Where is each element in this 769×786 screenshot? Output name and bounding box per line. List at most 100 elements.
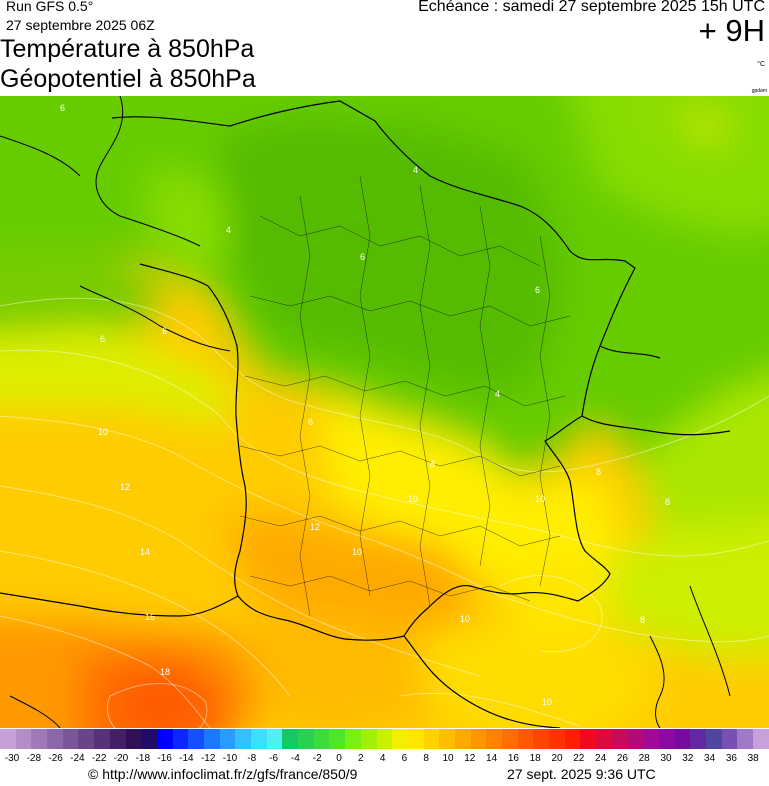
colorbar-segment	[62, 729, 79, 749]
colorbar-tick-label: 24	[595, 753, 607, 764]
colorbar-segment	[737, 729, 753, 749]
colorbar-tick-label: -24	[70, 753, 85, 764]
contour-label: 8	[596, 467, 601, 477]
contour-label: 8	[430, 459, 435, 469]
contour-label: 14	[140, 547, 150, 557]
colorbar-segment	[251, 729, 267, 749]
colorbar-tick-label: 32	[682, 753, 694, 764]
colorbar-segment	[549, 729, 565, 749]
coastlines	[0, 96, 731, 728]
colorbar-segment	[392, 729, 408, 749]
colorbar-tick-label: -10	[222, 753, 238, 764]
colorbar-tick-label: 4	[379, 753, 386, 764]
colorbar-segment	[627, 729, 644, 749]
colorbar-segment	[298, 729, 314, 749]
colorbar-tick-label: 8	[423, 753, 429, 764]
colorbar-segment	[753, 729, 769, 749]
colorbar-tick-label: 36	[725, 753, 737, 764]
colorbar-segment	[502, 729, 518, 749]
map-title-temperature: Température à 850hPa	[0, 35, 255, 63]
temperature-map: 6 4 4 6 6 10 12 14 16 18 4 8 10 8 10 8 1…	[0, 96, 769, 728]
colorbar-segment	[454, 729, 471, 749]
colorbar-segment	[125, 729, 142, 749]
colorbar-tick-label: 12	[464, 753, 476, 764]
colorbar-segment	[31, 729, 48, 749]
contour-label: 4	[413, 165, 418, 175]
colorbar-segment	[658, 729, 675, 749]
colorbar-segment	[94, 729, 110, 749]
contour-label: 8	[640, 615, 645, 625]
colorbar-segment	[15, 729, 32, 749]
colorbar-segment	[674, 729, 691, 749]
colorbar-segment	[109, 729, 126, 749]
colorbar-tick-label: -6	[269, 753, 279, 764]
run-label: Run GFS 0.5°	[6, 0, 94, 14]
contour-label: 6	[100, 334, 105, 344]
contour-label: 8	[665, 497, 670, 507]
run-date: 27 septembre 2025 06Z	[6, 17, 155, 33]
colorbar-segment	[643, 729, 659, 749]
colorbar-segment	[564, 729, 581, 749]
contour-label: 6	[162, 326, 167, 336]
colorbar-segment	[203, 729, 220, 749]
colorbar-tick-label: 30	[660, 753, 672, 764]
colorbar-segment	[172, 729, 189, 749]
colorbar-segment	[141, 729, 157, 749]
colorbar-segment	[47, 729, 63, 749]
colorbar-tick-label: -26	[48, 753, 63, 764]
colorbar-tick-label: 18	[529, 753, 541, 764]
contour-label: 10	[542, 697, 552, 707]
colorbar-segment	[486, 729, 502, 749]
colorbar-segment	[188, 729, 204, 749]
colorbar-tick-label: 10	[442, 753, 454, 764]
colorbar-segment	[721, 729, 738, 749]
forecast-valid-time: Echéance : samedi 27 septembre 2025 15h …	[418, 0, 765, 15]
contour-label: 4	[226, 225, 231, 235]
colorbar-segment	[345, 729, 361, 749]
contour-label: 10	[535, 494, 545, 504]
colorbar-tick-label: 0	[336, 753, 342, 764]
contour-label: 12	[310, 522, 320, 532]
colorbar-segment	[376, 729, 393, 749]
colorbar-segment	[580, 729, 597, 749]
unit-label: °C	[757, 61, 765, 68]
gpdam-label: gpdam	[751, 88, 767, 94]
contour-label: 4	[495, 389, 500, 399]
contour-label: 6	[60, 103, 65, 113]
colorbar-segment	[533, 729, 550, 749]
country-borders	[0, 100, 731, 728]
temperature-field	[0, 96, 769, 728]
colorbar-tick-label: 26	[616, 753, 628, 764]
colorbar-tick-label: 20	[551, 753, 563, 764]
contour-label: 10	[408, 494, 418, 504]
colorbar-segment	[313, 729, 330, 749]
colorbar-segment	[611, 729, 628, 749]
map-title-geopotential: Géopotentiel à 850hPa	[0, 65, 256, 93]
forecast-offset: + 9H	[698, 13, 765, 48]
temperature-isolines	[0, 297, 769, 728]
colorbar-tick-label: -30	[4, 753, 20, 764]
colorbar-tick-label: 22	[573, 753, 585, 764]
contour-labels: 6 4 4 6 6 10 12 14 16 18 4 8 10 8 10 8 1…	[60, 103, 670, 707]
colorbar-tick-label: 2	[358, 753, 364, 764]
colorbar-tick-label: -20	[113, 753, 129, 764]
source-url: © http://www.infoclimat.fr/z/gfs/france/…	[88, 766, 358, 782]
contour-label: 6	[360, 252, 365, 262]
contour-label: 10	[98, 427, 108, 437]
colorbar-segment	[282, 729, 299, 749]
contour-label: 16	[145, 612, 155, 622]
colorbar-segment	[235, 729, 251, 749]
colorbar-segment	[439, 729, 455, 749]
colorbar-segment	[517, 729, 534, 749]
colorbar-segment	[0, 729, 16, 749]
colorbar-tick-label: 14	[486, 753, 498, 764]
colorbar-tick-label: -22	[91, 753, 107, 764]
department-borders	[239, 175, 571, 617]
colorbar-tick-label: -14	[179, 753, 194, 764]
contour-label: 6	[308, 417, 313, 427]
colorbar-tick-label: -2	[312, 753, 322, 764]
contour-label: 10	[352, 547, 362, 557]
colorbar-segment	[219, 729, 236, 749]
colorbar-tick-label: 38	[747, 753, 759, 764]
contour-label: 6	[535, 285, 540, 295]
